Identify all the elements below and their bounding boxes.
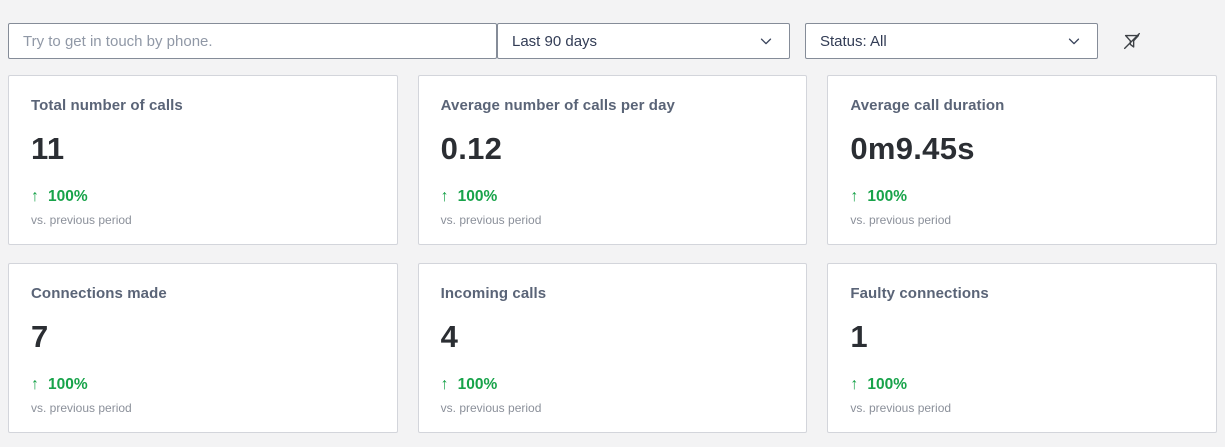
card-value: 11 — [31, 131, 65, 166]
stat-card-incoming-calls: Incoming calls 4 ↑ 100% vs. previous per… — [417, 263, 808, 433]
stat-card-avg-calls-per-day: Average number of calls per day 0.12 ↑ 1… — [417, 75, 808, 245]
card-title: Faulty connections — [850, 285, 989, 302]
clear-filters-button[interactable] — [1117, 26, 1147, 56]
trend-percentage: 100% — [867, 188, 907, 205]
trend-indicator: ↑ 100% — [441, 376, 498, 394]
filter-off-icon — [1121, 30, 1143, 52]
stats-grid: Total number of calls 11 ↑ 100% vs. prev… — [8, 75, 1217, 433]
card-value: 0.12 — [440, 131, 503, 166]
date-range-value: Last 90 days — [512, 32, 598, 50]
trend-percentage: 100% — [48, 188, 88, 205]
trend-percentage: 100% — [867, 376, 907, 393]
trend-indicator: ↑ 100% — [850, 188, 907, 206]
card-value: 1 — [850, 319, 868, 354]
card-value: 7 — [31, 319, 49, 354]
date-range-dropdown[interactable]: Last 90 days — [497, 23, 790, 59]
comparison-label: vs. previous period — [31, 401, 132, 415]
trend-percentage: 100% — [48, 376, 88, 393]
chevron-down-icon — [757, 32, 775, 50]
trend-indicator: ↑ 100% — [850, 376, 907, 394]
trend-up-arrow-icon: ↑ — [31, 188, 39, 205]
card-title: Total number of calls — [31, 97, 183, 114]
comparison-label: vs. previous period — [850, 213, 952, 227]
trend-up-arrow-icon: ↑ — [31, 376, 39, 393]
card-title: Connections made — [31, 285, 167, 302]
card-title: Average number of calls per day — [440, 97, 675, 114]
filter-toolbar: Last 90 days Status: All — [0, 0, 1225, 62]
trend-indicator: ↑ 100% — [31, 188, 88, 206]
stat-card-connections-made: Connections made 7 ↑ 100% vs. previous p… — [8, 263, 398, 433]
card-value: 0m9.45s — [850, 131, 975, 166]
search-input[interactable] — [8, 23, 497, 59]
card-title: Average call duration — [850, 97, 1005, 114]
trend-percentage: 100% — [457, 376, 498, 393]
comparison-label: vs. previous period — [31, 213, 132, 227]
comparison-label: vs. previous period — [440, 401, 542, 415]
trend-indicator: ↑ 100% — [441, 188, 498, 206]
trend-indicator: ↑ 100% — [31, 376, 88, 394]
comparison-label: vs. previous period — [440, 213, 542, 227]
stat-card-avg-call-duration: Average call duration 0m9.45s ↑ 100% vs.… — [827, 75, 1217, 245]
card-value: 4 — [440, 319, 459, 354]
trend-up-arrow-icon: ↑ — [440, 376, 449, 393]
trend-up-arrow-icon: ↑ — [850, 376, 859, 393]
card-title: Incoming calls — [440, 285, 547, 302]
status-value: Status: All — [820, 32, 887, 50]
stat-card-faulty-connections: Faulty connections 1 ↑ 100% vs. previous… — [827, 263, 1217, 433]
trend-percentage: 100% — [457, 188, 498, 205]
trend-up-arrow-icon: ↑ — [440, 188, 449, 205]
stat-card-total-calls: Total number of calls 11 ↑ 100% vs. prev… — [8, 75, 398, 245]
status-dropdown[interactable]: Status: All — [805, 23, 1098, 59]
trend-up-arrow-icon: ↑ — [850, 188, 859, 205]
chevron-down-icon — [1065, 32, 1083, 50]
comparison-label: vs. previous period — [850, 401, 952, 415]
